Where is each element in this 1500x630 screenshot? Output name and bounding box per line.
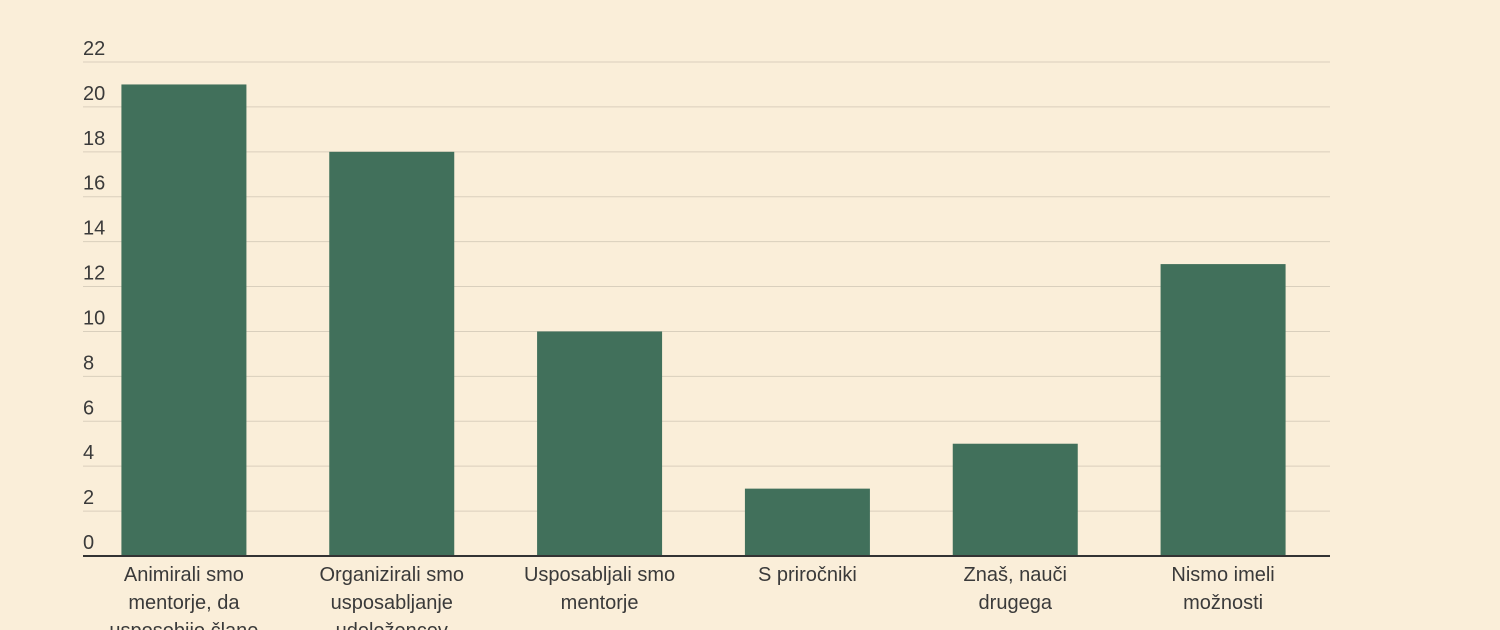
x-category-label: Nismo imeli možnosti (1171, 564, 1274, 614)
x-category-label: S priročniki (758, 564, 857, 586)
y-tick-label: 8 (83, 352, 94, 374)
y-tick-label: 20 (83, 83, 105, 105)
y-axis-ticks: 0 2 4 6 8 10 12 14 16 18 20 22 (83, 38, 105, 554)
x-category-label: Organizirali smousposabljanjeudeležencev (320, 564, 464, 630)
x-category-label: Usposabljali smo mentorje (524, 564, 675, 614)
y-tick-label: 18 (83, 128, 105, 150)
y-tick-label: 22 (83, 38, 105, 60)
bar (537, 331, 663, 556)
grid-lines (83, 61, 1330, 512)
bar (952, 443, 1078, 556)
y-tick-label: 14 (83, 218, 105, 240)
y-tick-label: 2 (83, 487, 94, 509)
bar (329, 151, 455, 556)
y-tick-label: 4 (83, 442, 94, 464)
bars (121, 84, 1286, 557)
bar (121, 84, 247, 557)
bar (1160, 264, 1286, 556)
y-tick-label: 12 (83, 263, 105, 285)
bar (744, 488, 870, 556)
x-category-label: Znaš, nauči drugega (964, 564, 1067, 614)
y-tick-label: 16 (83, 173, 105, 195)
y-tick-label: 10 (83, 307, 105, 329)
y-tick-label: 6 (83, 397, 94, 419)
y-tick-label: 0 (83, 532, 94, 554)
